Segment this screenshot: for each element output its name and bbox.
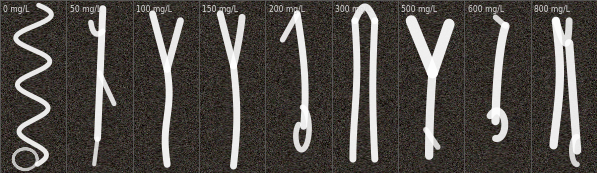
Text: 100 mg/L: 100 mg/L: [136, 5, 172, 14]
Text: 50 mg/L: 50 mg/L: [70, 5, 101, 14]
Text: 800 mg/L: 800 mg/L: [534, 5, 570, 14]
Text: 600 mg/L: 600 mg/L: [467, 5, 504, 14]
Text: 200 mg/L: 200 mg/L: [269, 5, 304, 14]
Text: 0 mg/L: 0 mg/L: [4, 5, 30, 14]
Text: 500 mg/L: 500 mg/L: [401, 5, 438, 14]
Text: 300 mg/L: 300 mg/L: [335, 5, 371, 14]
Text: 150 mg/L: 150 mg/L: [202, 5, 238, 14]
